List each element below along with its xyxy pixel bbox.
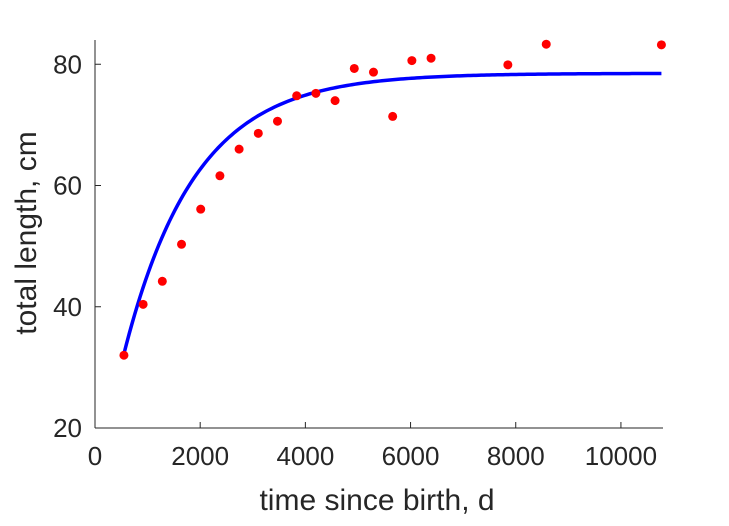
data-point (541, 39, 551, 49)
fit-curve-layer (122, 71, 662, 355)
data-points-layer (119, 39, 666, 360)
data-point (426, 53, 436, 63)
y-axis-label: total length, cm (10, 131, 43, 334)
data-point (119, 350, 129, 360)
data-point (292, 91, 302, 101)
data-point (349, 63, 359, 73)
data-point (388, 111, 398, 121)
data-point (368, 67, 378, 77)
data-point (138, 299, 148, 309)
data-point (656, 40, 666, 50)
data-point (157, 276, 167, 286)
data-point (272, 116, 282, 126)
data-point (407, 56, 417, 66)
x-tick-label: 8000 (487, 441, 545, 471)
y-tick-label: 20 (53, 413, 82, 443)
data-point (311, 88, 321, 98)
x-tick-label: 4000 (276, 441, 334, 471)
axes-layer: 0 2000 4000 6000 8000 10000 20 40 60 80 (53, 40, 663, 471)
y-tick-label: 40 (53, 292, 82, 322)
y-tick-label: 80 (53, 49, 82, 79)
x-tick-label: 0 (88, 441, 102, 471)
x-tick-label: 10000 (585, 441, 657, 471)
x-tick-label: 6000 (382, 441, 440, 471)
data-point (196, 204, 206, 214)
y-tick-label: 60 (53, 171, 82, 201)
data-point (234, 144, 244, 154)
data-point (503, 60, 513, 70)
x-axis-label: time since birth, d (259, 484, 494, 517)
data-point (330, 96, 340, 106)
data-point (215, 171, 225, 181)
axis-labels-layer: time since birth, d total length, cm (10, 131, 495, 517)
data-point (177, 239, 187, 249)
x-tick-label: 2000 (171, 441, 229, 471)
data-point (253, 128, 263, 138)
fit-curve-line (122, 71, 662, 355)
